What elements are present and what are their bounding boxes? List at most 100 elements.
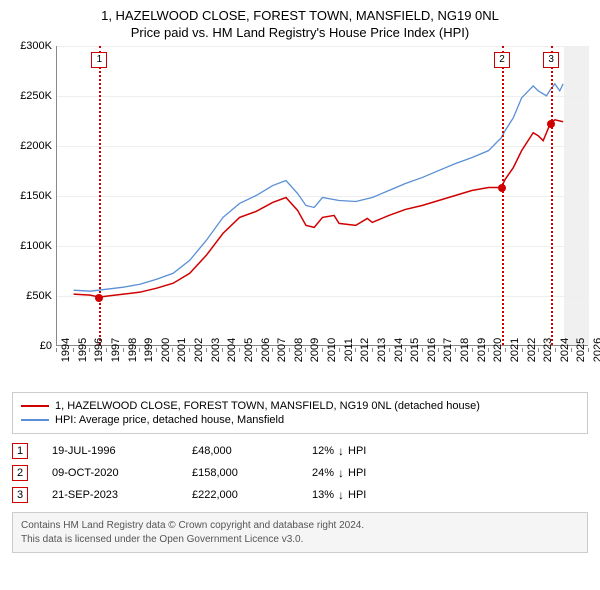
- title-block: 1, HAZELWOOD CLOSE, FOREST TOWN, MANSFIE…: [12, 8, 588, 40]
- x-tick-mark: [355, 348, 356, 352]
- x-tick-mark: [588, 348, 589, 352]
- y-tick-label: £0: [40, 340, 52, 352]
- marker-delta: 13% ↓ HPI: [312, 488, 432, 502]
- x-tick-mark: [438, 348, 439, 352]
- marker-date: 09-OCT-2020: [52, 467, 192, 479]
- x-tick-label: 2018: [459, 338, 471, 362]
- marker-box: 3: [543, 52, 559, 68]
- marker-box: 1: [91, 52, 107, 68]
- y-tick-label: £300K: [20, 40, 52, 52]
- legend-row-1: 1, HAZELWOOD CLOSE, FOREST TOWN, MANSFIE…: [21, 399, 579, 413]
- x-tick-label: 2013: [376, 338, 388, 362]
- footer: Contains HM Land Registry data © Crown c…: [12, 512, 588, 553]
- x-tick-mark: [405, 348, 406, 352]
- y-axis: £0£50K£100K£150K£200K£250K£300K: [12, 46, 56, 346]
- legend-swatch-1: [21, 405, 49, 407]
- x-tick-mark: [472, 348, 473, 352]
- marker-date: 19-JUL-1996: [52, 445, 192, 457]
- marker-point: [95, 294, 103, 302]
- x-tick-label: 2005: [243, 338, 255, 362]
- marker-box: 2: [494, 52, 510, 68]
- x-tick-label: 2026: [592, 338, 600, 362]
- x-tick-label: 2017: [442, 338, 454, 362]
- marker-line: [502, 46, 504, 345]
- x-tick-label: 1995: [77, 338, 89, 362]
- x-tick-mark: [256, 348, 257, 352]
- footer-line-2: This data is licensed under the Open Gov…: [21, 533, 579, 547]
- x-tick-label: 2014: [393, 338, 405, 362]
- x-tick-label: 2008: [293, 338, 305, 362]
- x-tick-label: 2023: [542, 338, 554, 362]
- marker-point: [547, 120, 555, 128]
- x-tick-mark: [422, 348, 423, 352]
- x-tick-label: 2002: [193, 338, 205, 362]
- marker-table-row: 209-OCT-2020£158,00024% ↓ HPI: [12, 462, 588, 484]
- y-tick-label: £200K: [20, 140, 52, 152]
- x-tick-label: 2022: [526, 338, 538, 362]
- arrow-down-icon: ↓: [338, 488, 344, 502]
- x-tick-label: 1999: [143, 338, 155, 362]
- title-line-2: Price paid vs. HM Land Registry's House …: [12, 25, 588, 40]
- x-tick-label: 2003: [210, 338, 222, 362]
- x-tick-label: 2010: [326, 338, 338, 362]
- chart-container: 1, HAZELWOOD CLOSE, FOREST TOWN, MANSFIE…: [0, 0, 600, 561]
- x-tick-mark: [389, 348, 390, 352]
- legend-label-1: 1, HAZELWOOD CLOSE, FOREST TOWN, MANSFIE…: [55, 400, 480, 412]
- marker-price: £48,000: [192, 445, 312, 457]
- marker-table-row: 119-JUL-1996£48,00012% ↓ HPI: [12, 440, 588, 462]
- x-tick-mark: [189, 348, 190, 352]
- x-tick-label: 1996: [93, 338, 105, 362]
- x-tick-label: 2009: [309, 338, 321, 362]
- arrow-down-icon: ↓: [338, 466, 344, 480]
- x-tick-label: 2004: [226, 338, 238, 362]
- x-tick-label: 2001: [176, 338, 188, 362]
- marker-table: 119-JUL-1996£48,00012% ↓ HPI209-OCT-2020…: [12, 440, 588, 506]
- marker-table-box: 3: [12, 487, 28, 503]
- x-tick-mark: [56, 348, 57, 352]
- x-tick-label: 2019: [476, 338, 488, 362]
- y-tick-label: £150K: [20, 190, 52, 202]
- legend-label-2: HPI: Average price, detached house, Mans…: [55, 414, 284, 426]
- plot-area: 1 2 3: [56, 46, 588, 346]
- arrow-down-icon: ↓: [338, 444, 344, 458]
- x-tick-label: 2021: [509, 338, 521, 362]
- y-tick-label: £50K: [26, 290, 52, 302]
- x-tick-mark: [372, 348, 373, 352]
- y-tick-label: £250K: [20, 90, 52, 102]
- x-tick-label: 2011: [343, 338, 355, 362]
- x-tick-mark: [339, 348, 340, 352]
- x-tick-mark: [505, 348, 506, 352]
- x-tick-mark: [123, 348, 124, 352]
- x-tick-mark: [522, 348, 523, 352]
- x-tick-label: 2006: [260, 338, 272, 362]
- title-line-1: 1, HAZELWOOD CLOSE, FOREST TOWN, MANSFIE…: [12, 8, 588, 23]
- x-tick-mark: [89, 348, 90, 352]
- chart-area: £0£50K£100K£150K£200K£250K£300K 123 1994…: [12, 46, 588, 386]
- x-tick-mark: [222, 348, 223, 352]
- x-tick-mark: [206, 348, 207, 352]
- y-tick-label: £100K: [20, 240, 52, 252]
- x-tick-mark: [455, 348, 456, 352]
- line-layer: [57, 46, 588, 345]
- x-tick-mark: [272, 348, 273, 352]
- x-tick-mark: [172, 348, 173, 352]
- x-tick-label: 2020: [492, 338, 504, 362]
- legend: 1, HAZELWOOD CLOSE, FOREST TOWN, MANSFIE…: [12, 392, 588, 434]
- x-tick-label: 2025: [575, 338, 587, 362]
- x-tick-mark: [156, 348, 157, 352]
- x-tick-label: 1997: [110, 338, 122, 362]
- marker-delta: 12% ↓ HPI: [312, 444, 432, 458]
- x-tick-mark: [73, 348, 74, 352]
- x-tick-label: 2007: [276, 338, 288, 362]
- x-tick-mark: [322, 348, 323, 352]
- x-tick-mark: [488, 348, 489, 352]
- footer-line-1: Contains HM Land Registry data © Crown c…: [21, 519, 579, 533]
- marker-line: [551, 46, 553, 345]
- x-tick-mark: [571, 348, 572, 352]
- x-tick-mark: [538, 348, 539, 352]
- marker-date: 21-SEP-2023: [52, 489, 192, 501]
- x-tick-mark: [305, 348, 306, 352]
- price_paid-line: [74, 120, 564, 297]
- x-tick-label: 2000: [160, 338, 172, 362]
- x-tick-label: 1998: [127, 338, 139, 362]
